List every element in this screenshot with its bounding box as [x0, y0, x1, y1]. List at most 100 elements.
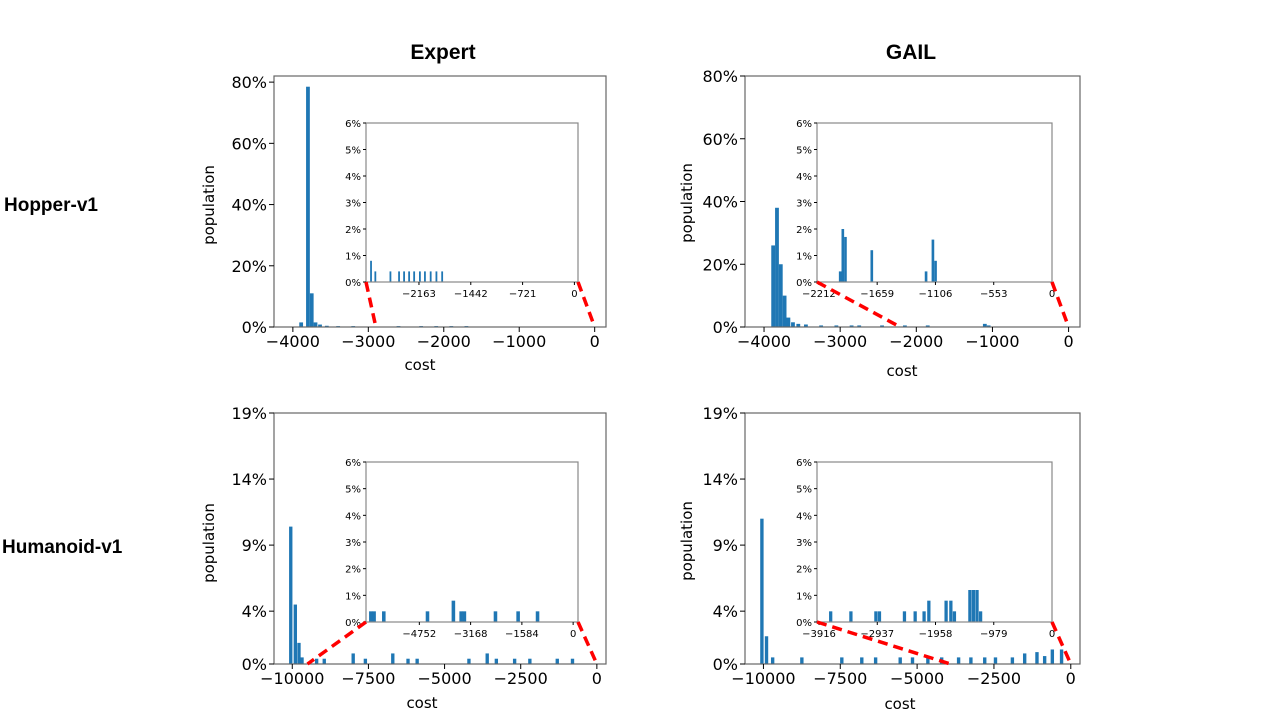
main-bar: [351, 653, 355, 664]
main-bar: [1022, 653, 1027, 664]
main-xtick-label: −1000: [965, 332, 1019, 351]
main-bar: [318, 324, 322, 327]
inset-bar: [944, 600, 948, 622]
inset-xtick-label: −721: [509, 289, 536, 300]
main-bar: [926, 657, 930, 664]
x-axis-label: cost: [404, 356, 435, 374]
main-xtick-label: −5000: [418, 669, 472, 688]
main-ytick-label: 40%: [231, 196, 267, 215]
inset-bar: [389, 271, 392, 282]
row-label-hopper: Hopper-v1: [4, 195, 98, 216]
zoom-connector-right: [1050, 281, 1071, 328]
inset-ytick-label: 3%: [796, 538, 812, 549]
inset-ytick-label: 4%: [345, 172, 361, 183]
main-bar: [834, 325, 839, 327]
main-xtick-label: −3000: [341, 332, 395, 351]
main-bar: [840, 657, 844, 664]
main-bar: [391, 653, 395, 664]
main-bar: [300, 657, 304, 664]
main-bar: [309, 293, 314, 327]
main-bar: [570, 658, 575, 664]
inset-background: [817, 462, 1052, 622]
inset-bar: [382, 611, 386, 622]
x-axis-label: cost: [884, 695, 915, 713]
main-ytick-label: 20%: [702, 255, 738, 274]
main-ytick-label: 0%: [713, 655, 738, 674]
main-ytick-label: 14%: [702, 470, 738, 489]
main-bar: [289, 526, 293, 664]
inset-ytick-label: 4%: [345, 511, 361, 522]
inset-xtick-label: −1106: [919, 289, 953, 300]
main-bar: [969, 657, 973, 664]
main-bar: [406, 658, 410, 664]
y-axis-label: population: [678, 163, 696, 243]
main-bar: [860, 657, 864, 664]
inset-bar: [372, 611, 376, 622]
inset-ytick-label: 2%: [345, 225, 361, 236]
inset-xtick-label: −3168: [454, 629, 488, 640]
main-bar: [297, 642, 301, 664]
inset-bar: [841, 229, 845, 282]
inset-ytick-label: 1%: [345, 591, 361, 602]
main-ytick-label: 80%: [231, 73, 267, 92]
inset-bar: [424, 271, 426, 282]
row-label-humanoid: Humanoid-v1: [2, 537, 123, 558]
inset-bar: [874, 611, 878, 622]
main-xtick-label: −1000: [492, 332, 546, 351]
col-title-gail: GAIL: [886, 41, 936, 64]
main-bar: [873, 657, 878, 664]
main-frame: [273, 75, 607, 328]
main-ytick-label: 60%: [702, 130, 738, 149]
main-bar: [898, 657, 902, 664]
main-bar: [512, 658, 517, 664]
main-ytick-label: 9%: [713, 536, 738, 555]
main-frame: [744, 412, 1081, 665]
main-xtick-label: 0: [1063, 332, 1073, 351]
main-bar: [1010, 657, 1015, 664]
main-xtick-label: −5000: [890, 669, 944, 688]
main-xtick-label: −4000: [737, 332, 791, 351]
inset-bar: [975, 590, 979, 622]
main-xtick-label: −10000: [260, 669, 324, 688]
chart-panel-2: −4000 −3000 −2000 −1000 0 0% 20% 40% 60% 80% cost p…: [678, 67, 1081, 380]
y-axis-label: population: [200, 165, 218, 245]
inset-plot: −2212 −1659 −1106 −553 0 0% 1% 2% 3% 4% 5% 6%: [796, 119, 1055, 300]
inset-bar: [435, 271, 438, 282]
main-xtick-label: −2000: [889, 332, 943, 351]
main-bar: [902, 325, 907, 327]
inset-xtick-label: −2937: [860, 629, 894, 640]
chart-panel-3: −10000 −7500 −5000 −2500 0 0% 4% 9% 14% 19% cost po…: [200, 404, 607, 712]
main-bar: [324, 325, 329, 327]
inset-xtick-label: 0: [1049, 629, 1055, 640]
y-axis-label: population: [678, 501, 696, 581]
inset-bar: [451, 600, 456, 622]
main-bar: [528, 658, 532, 664]
main-bar: [322, 658, 326, 664]
inset-ytick-label: 5%: [796, 485, 812, 496]
inset-bar: [425, 611, 430, 622]
main-ytick-label: 14%: [231, 470, 267, 489]
main-ytick-label: 20%: [231, 257, 267, 276]
main-bar: [1059, 649, 1064, 664]
main-bar: [415, 658, 419, 664]
inset-bar: [838, 271, 842, 282]
main-ytick-label: 19%: [231, 404, 267, 423]
inset-bar: [370, 260, 372, 282]
main-bar: [782, 295, 787, 327]
zoom-connector-right: [576, 281, 597, 328]
inset-ytick-label: 6%: [796, 119, 812, 130]
inset-bar: [849, 611, 853, 622]
inset-bar: [398, 271, 400, 282]
inset-xtick-label: −4752: [402, 629, 436, 640]
inset-bar: [408, 271, 411, 282]
inset-ytick-label: 1%: [796, 591, 812, 602]
zoom-connector-left: [364, 281, 378, 328]
inset-bar: [516, 611, 520, 622]
main-xtick-label: −2500: [494, 669, 548, 688]
chart-panel-1: −4000 −3000 −2000 −1000 0 0% 20% 40% 60% 80% cost p…: [200, 73, 607, 374]
main-bar: [1042, 656, 1047, 664]
main-xtick-label: 0: [590, 332, 600, 351]
main-bar: [983, 657, 987, 664]
